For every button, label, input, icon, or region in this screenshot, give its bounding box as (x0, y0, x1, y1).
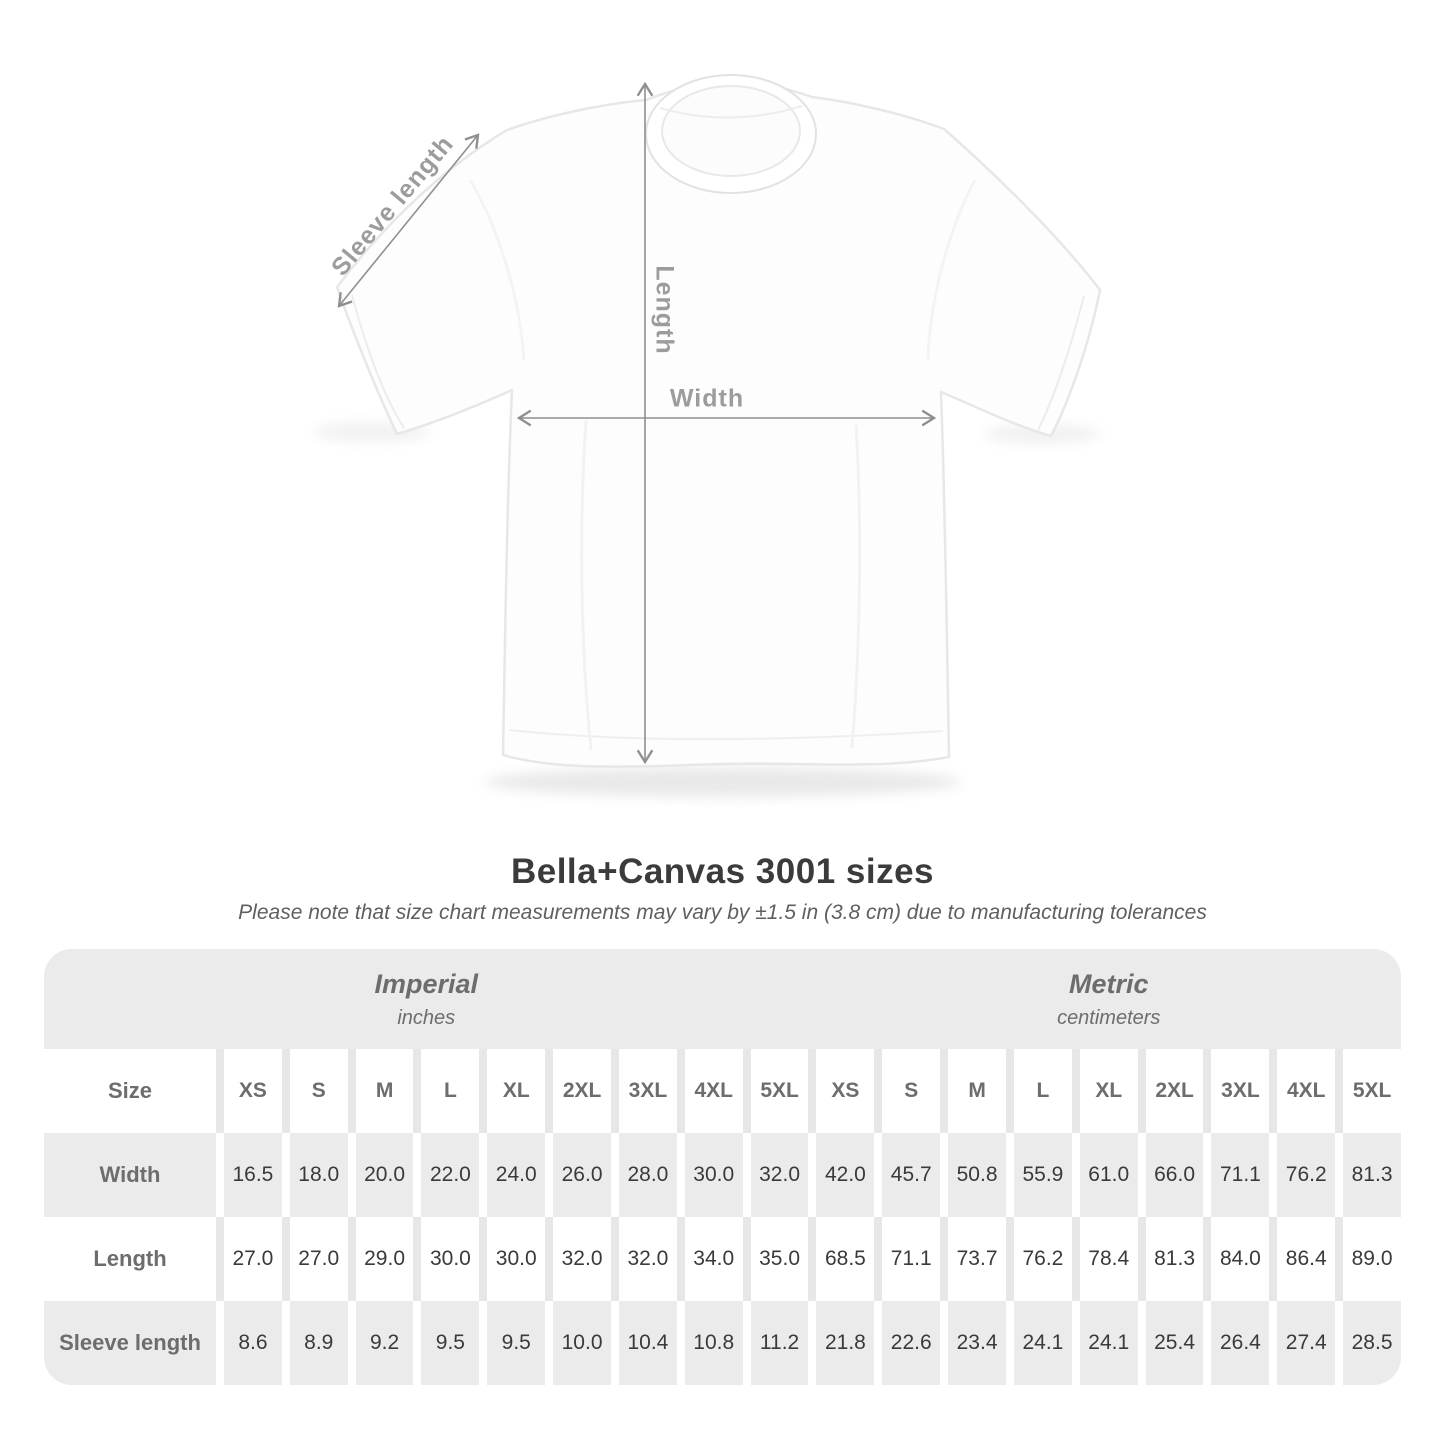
length-value: 78.4 (1079, 1217, 1138, 1301)
width-value: 22.0 (421, 1133, 480, 1217)
size-table: Imperial inches Metric centimeters Size … (44, 949, 1401, 1385)
width-value: 45.7 (882, 1133, 941, 1217)
tshirt-body (335, 74, 1102, 768)
imperial-title: Imperial (374, 968, 479, 999)
length-value: 71.1 (882, 1217, 941, 1301)
width-value: 18.0 (289, 1133, 348, 1217)
sleeve-length-value: 9.5 (421, 1301, 480, 1385)
sleeve-length-value: 8.9 (289, 1301, 348, 1385)
sleeve-length-value: 21.8 (816, 1301, 875, 1385)
size-column-header: 5XL (1343, 1049, 1401, 1133)
width-value: 81.3 (1343, 1133, 1401, 1217)
size-column-header: 4XL (684, 1049, 743, 1133)
tshirt-graphic (314, 74, 1102, 797)
tshirt-diagram: Sleeve length Length Width (314, 74, 1102, 797)
sleeve-length-value: 24.1 (1013, 1301, 1072, 1385)
length-label: Length (650, 265, 679, 355)
measurement-arrows (337, 81, 937, 765)
length-value: 29.0 (355, 1217, 414, 1301)
length-value: 73.7 (948, 1217, 1006, 1301)
length-value: 30.0 (487, 1217, 546, 1301)
size-column-header: M (948, 1049, 1006, 1133)
size-header-row: Size XS S M L XL 2XL 3XL 4XL 5XL XS S M L XL 2XL 3XL 4X… (44, 1049, 1401, 1133)
table-row-width: Width 16.5 18.0 20.0 22.0 24.0 26.0 28.0 30.0 32… (44, 1133, 1401, 1217)
row-label-sleeve-length: Sleeve length (44, 1301, 216, 1385)
width-value: 16.5 (224, 1133, 282, 1217)
sleeve-length-value: 22.6 (882, 1301, 941, 1385)
width-value: 24.0 (487, 1133, 546, 1217)
sleeve-length-value: 10.4 (618, 1301, 677, 1385)
sleeve-length-value: 10.8 (684, 1301, 743, 1385)
table-row-length: Length 27.0 27.0 29.0 30.0 30.0 32.0 32.0 34.0 3… (44, 1217, 1401, 1301)
size-column-header: XS (816, 1049, 875, 1133)
sleeve-length-value: 8.6 (224, 1301, 282, 1385)
tshirt-shadow (314, 422, 1100, 797)
length-value: 32.0 (553, 1217, 611, 1301)
sleeve-length-arrow (337, 133, 480, 308)
width-label: Width (669, 384, 745, 413)
length-value: 68.5 (816, 1217, 875, 1301)
length-value: 35.0 (750, 1217, 809, 1301)
size-header-label: Size (44, 1049, 216, 1133)
unit-header-row: Imperial inches Metric centimeters (44, 949, 1401, 1049)
sleeve-length-value: 9.5 (487, 1301, 546, 1385)
size-column-header: L (421, 1049, 480, 1133)
size-column-header: 4XL (1277, 1049, 1336, 1133)
size-column-header: S (289, 1049, 348, 1133)
length-value: 30.0 (421, 1217, 480, 1301)
length-value: 89.0 (1343, 1217, 1401, 1301)
imperial-unit: inches (397, 1006, 456, 1029)
width-value: 32.0 (750, 1133, 809, 1217)
row-label-length: Length (44, 1217, 216, 1301)
size-column-header: XL (487, 1049, 546, 1133)
length-value: 86.4 (1277, 1217, 1336, 1301)
width-value: 61.0 (1079, 1133, 1138, 1217)
size-column-header: L (1013, 1049, 1072, 1133)
length-value: 84.0 (1211, 1217, 1270, 1301)
sleeve-length-value: 25.4 (1145, 1301, 1204, 1385)
metric-title: Metric (1068, 968, 1149, 999)
width-value: 26.0 (553, 1133, 611, 1217)
size-column-header: 3XL (1211, 1049, 1270, 1133)
sleeve-length-value: 10.0 (553, 1301, 611, 1385)
size-column-header: 5XL (750, 1049, 809, 1133)
size-column-header: 2XL (1145, 1049, 1204, 1133)
size-column-header: 3XL (618, 1049, 677, 1133)
metric-unit: centimeters (1057, 1006, 1161, 1029)
width-value: 66.0 (1145, 1133, 1204, 1217)
sleeve-length-value: 26.4 (1211, 1301, 1270, 1385)
size-column-header: 2XL (553, 1049, 611, 1133)
sleeve-length-value: 11.2 (750, 1301, 809, 1385)
width-value: 55.9 (1013, 1133, 1072, 1217)
length-value: 27.0 (289, 1217, 348, 1301)
length-value: 81.3 (1145, 1217, 1204, 1301)
sleeve-length-value: 27.4 (1277, 1301, 1336, 1385)
length-value: 27.0 (224, 1217, 282, 1301)
sleeve-length-value: 24.1 (1079, 1301, 1138, 1385)
size-column-header: XL (1079, 1049, 1138, 1133)
sleeve-length-value: 23.4 (948, 1301, 1006, 1385)
page-title: Bella+Canvas 3001 sizes (510, 852, 935, 891)
size-column-header: S (882, 1049, 941, 1133)
metric-header: Metric centimeters (816, 949, 1401, 1049)
width-value: 76.2 (1277, 1133, 1336, 1217)
sleeve-length-value: 9.2 (355, 1301, 414, 1385)
width-value: 28.0 (618, 1133, 677, 1217)
width-value: 71.1 (1211, 1133, 1270, 1217)
width-value: 50.8 (948, 1133, 1006, 1217)
page-subtitle: Please note that size chart measurements… (238, 901, 1207, 924)
length-value: 32.0 (618, 1217, 677, 1301)
sleeve-length-value: 28.5 (1343, 1301, 1401, 1385)
size-column-header: XS (224, 1049, 282, 1133)
size-column-header: M (355, 1049, 414, 1133)
imperial-header: Imperial inches (44, 949, 809, 1049)
width-value: 42.0 (816, 1133, 875, 1217)
table-row-sleeve-length: Sleeve length 8.6 8.9 9.2 9.5 9.5 10.0 10.4 10.… (44, 1301, 1401, 1385)
row-label-width: Width (44, 1133, 216, 1217)
length-value: 34.0 (684, 1217, 743, 1301)
width-value: 20.0 (355, 1133, 414, 1217)
width-value: 30.0 (684, 1133, 743, 1217)
length-value: 76.2 (1013, 1217, 1072, 1301)
